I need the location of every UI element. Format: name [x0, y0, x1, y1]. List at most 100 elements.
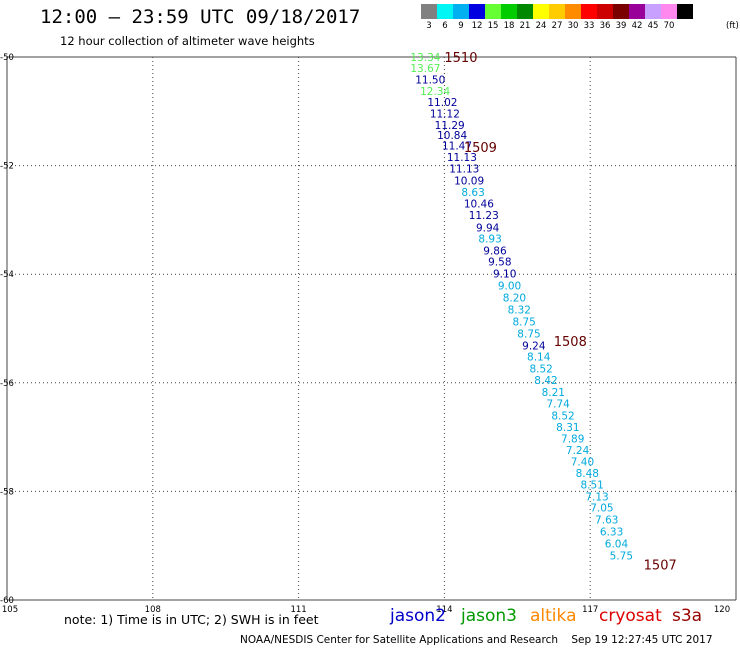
wave-height-value: 9.10 [493, 269, 516, 281]
legend-swatches [421, 4, 693, 19]
legend-swatch [421, 4, 437, 19]
wave-height-value: 10.46 [464, 199, 494, 211]
wave-height-value: 7.40 [571, 457, 594, 469]
legend-label: 42 [631, 21, 643, 31]
pass-number: 1509 [464, 141, 497, 156]
legend-swatch [485, 4, 501, 19]
footnote: note: 1) Time is in UTC; 2) SWH is in fe… [64, 612, 319, 627]
wave-height-value: 11.29 [435, 120, 465, 132]
legend-label: 15 [487, 21, 499, 31]
x-tick-label: 105 [2, 605, 18, 615]
y-tick-label: -50 [0, 53, 14, 63]
wave-height-value: 7.63 [595, 515, 618, 527]
wave-height-value: 9.86 [483, 245, 507, 257]
legend-swatch [565, 4, 581, 19]
y-tick-label: -52 [0, 162, 14, 172]
satellite-altika: altika [530, 606, 577, 626]
wave-height-value: 11.02 [427, 97, 457, 109]
legend-swatch [597, 4, 613, 19]
legend-labels: 3 6 9 12 15 18 21 24 27 30 33 36 39 42 45 70 [421, 21, 693, 31]
legend-label: 18 [503, 21, 515, 31]
wave-height-value: 7.05 [590, 503, 613, 515]
legend-swatch [453, 4, 469, 19]
pass-number: 1508 [554, 335, 587, 350]
legend-swatch [661, 4, 677, 19]
wave-height-value: 8.93 [478, 233, 501, 245]
map-title: 12:00 – 23:59 UTC 09/18/2017 [40, 6, 361, 28]
wave-height-labels: 13.3413.6711.5012.3411.0211.1211.2910.84… [410, 52, 633, 562]
y-tick-label: -60 [0, 596, 14, 606]
legend-swatch [549, 4, 565, 19]
wave-height-value: 7.89 [561, 434, 584, 446]
wave-height-value: 7.74 [546, 398, 570, 410]
map-subtitle: 12 hour collection of altimeter wave hei… [60, 34, 315, 48]
legend-swatch [645, 4, 661, 19]
legend-swatch [469, 4, 485, 19]
wave-height-value: 6.04 [605, 539, 629, 551]
wave-height-value: 8.63 [461, 187, 484, 199]
legend-swatch [613, 4, 629, 19]
legend-label: 30 [567, 21, 579, 31]
wave-height-legend: 3 6 9 12 15 18 21 24 27 30 33 36 39 42 45 70 [421, 4, 693, 31]
wave-height-value: 13.67 [410, 63, 440, 75]
wave-height-value: 7.24 [566, 445, 590, 457]
legend-label: 9 [458, 21, 464, 31]
wave-height-value: 10.84 [437, 130, 467, 142]
legend-label: 12 [471, 21, 483, 31]
wave-height-value: 11.23 [469, 210, 499, 222]
satellite-s3a: s3a [672, 606, 703, 626]
wave-height-value: 8.42 [534, 375, 557, 387]
pass-number: 1510 [444, 51, 477, 66]
wave-height-value: 9.58 [488, 257, 511, 269]
wave-height-value: 5.75 [610, 550, 633, 562]
wave-height-value: 9.94 [476, 223, 500, 235]
pass-number-labels: 1510 1509 1508 1507 [444, 51, 676, 574]
y-tick-label: -56 [0, 379, 14, 389]
wave-height-value: 9.24 [522, 340, 546, 352]
legend-label: 39 [615, 21, 627, 31]
wave-height-value: 11.47 [442, 141, 472, 153]
y-tick-label: -58 [0, 487, 14, 497]
wave-height-value: 8.75 [517, 328, 540, 340]
legend-label: 36 [599, 21, 611, 31]
legend-swatch [517, 4, 533, 19]
wave-height-value: 11.12 [430, 108, 460, 120]
wave-height-value: 11.13 [449, 163, 479, 175]
wave-height-value: 8.31 [556, 422, 579, 434]
wave-height-value: 7.13 [585, 491, 608, 503]
wave-height-value: 9.00 [498, 281, 521, 293]
wave-height-value: 10.09 [454, 175, 484, 187]
wave-height-value: 8.20 [503, 293, 526, 305]
wave-height-value: 8.21 [542, 387, 565, 399]
pass-number: 1507 [644, 559, 677, 574]
axis-ticks: 105 108 111 114 117 120 -50 -52 -54 -56 -58 -60 [0, 53, 730, 615]
legend-label: 33 [583, 21, 595, 31]
x-tick-label: 108 [145, 605, 161, 615]
wave-height-value: 8.32 [508, 304, 531, 316]
wave-height-value: 8.75 [512, 316, 535, 328]
legend-label: 6 [442, 21, 448, 31]
wave-height-value: 8.52 [551, 410, 574, 422]
legend-label: 3 [426, 21, 432, 31]
x-tick-label: 120 [714, 605, 730, 615]
wave-height-value: 8.52 [529, 364, 552, 376]
satellite-jason2: jason2 [390, 606, 446, 626]
legend-swatch [677, 4, 693, 19]
legend-swatch [501, 4, 517, 19]
legend-swatch [581, 4, 597, 19]
x-tick-label: 111 [290, 605, 306, 615]
satellite-jason3: jason3 [461, 606, 517, 626]
map-grid [6, 56, 737, 601]
legend-swatch [437, 4, 453, 19]
x-tick-label: 117 [582, 605, 598, 615]
x-tick-label: 114 [436, 605, 452, 615]
wave-height-value: 8.51 [580, 479, 603, 491]
wave-height-value: 13.34 [410, 52, 440, 64]
wave-height-value: 6.33 [600, 527, 623, 539]
wave-height-value: 8.14 [527, 352, 551, 364]
legend-swatch [629, 4, 645, 19]
legend-label: 21 [519, 21, 531, 31]
legend-label: 45 [647, 21, 659, 31]
wave-height-value: 11.50 [415, 74, 445, 86]
legend-unit: (ft) [726, 21, 739, 31]
